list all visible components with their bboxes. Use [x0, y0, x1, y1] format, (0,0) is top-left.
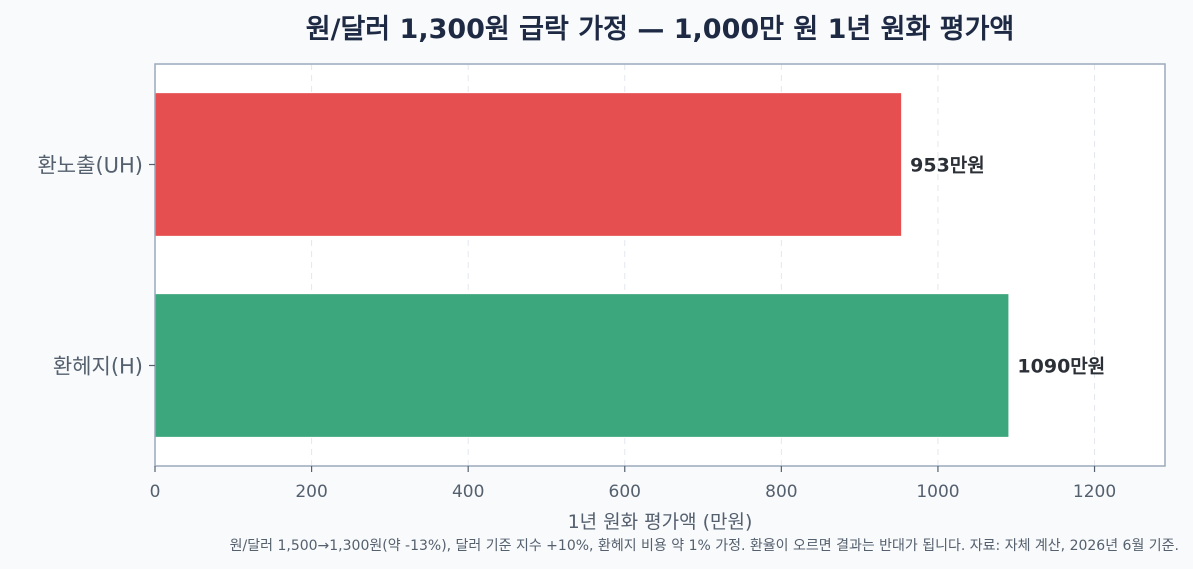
y-tick-label: 환헤지(H)	[53, 355, 143, 379]
x-tick-label: 1000	[916, 482, 959, 502]
x-tick-label: 0	[150, 482, 161, 502]
x-tick-label: 600	[609, 482, 641, 502]
y-axis: 환노출(UH) 환헤지(H)	[37, 154, 155, 379]
y-tick-label: 환노출(UH)	[37, 154, 143, 178]
footnote: 원/달러 1,500→1,300원(약 -13%), 달러 기준 지수 +10%…	[230, 538, 1179, 554]
x-tick-label: 800	[765, 482, 797, 502]
bar-value-label: 953만원	[910, 155, 985, 177]
bar-value-label: 1090만원	[1017, 356, 1105, 378]
x-axis-label: 1년 원화 평가액 (만원)	[568, 511, 753, 533]
x-tick-label: 200	[295, 482, 327, 502]
bar	[155, 294, 1009, 437]
plot-frame	[154, 63, 1166, 467]
bar	[155, 93, 902, 236]
data-labels: 953만원 1090만원	[910, 155, 1105, 378]
chart-title: 원/달러 1,300원 급락 가정 — 1,000만 원 1년 원화 평가액	[306, 14, 1015, 45]
x-tick-label: 400	[452, 482, 484, 502]
x-axis: 0 200 400 600 800 1000 1200	[150, 466, 1116, 502]
x-tick-label: 1200	[1073, 482, 1116, 502]
bars	[155, 93, 1009, 437]
